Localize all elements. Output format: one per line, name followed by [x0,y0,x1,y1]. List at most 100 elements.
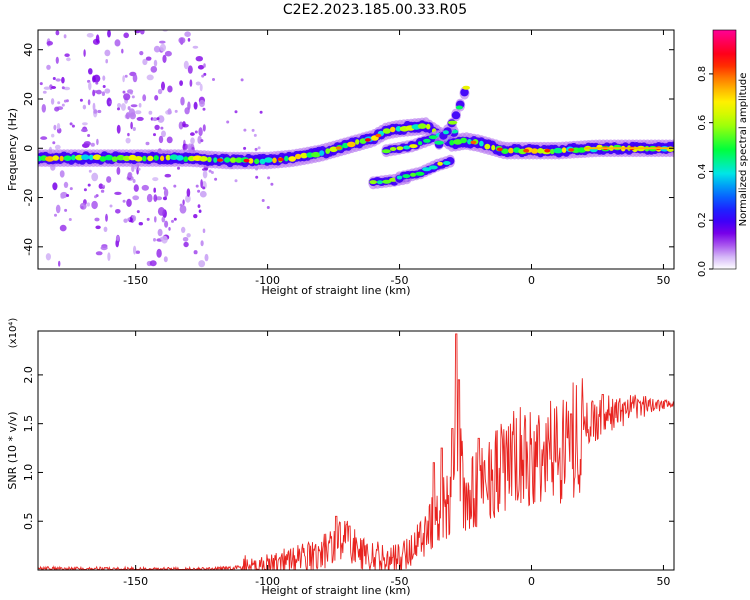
x-tick-label: -50 [391,274,409,287]
noise-speck [63,99,67,103]
y-tick-label: 1.0 [22,464,35,482]
noise-speck [234,179,238,183]
noise-speck [164,220,169,228]
noise-speck [131,95,135,99]
noise-speck [94,90,98,94]
main-trace-core [248,158,254,164]
main-trace-core [347,141,356,148]
main-trace-core [311,151,321,158]
noise-speck [202,107,206,111]
noise-speck [43,86,51,90]
noise-speck [102,85,106,88]
noise-speck [186,188,191,197]
noise-speck [71,124,75,128]
noise-speck [226,120,230,124]
noise-speck [191,147,195,150]
noise-speck [105,59,108,64]
colorbar-tick-label: 0.4 [697,163,708,179]
noise-speck [95,81,99,85]
trace-hotspot [544,148,551,153]
main-trace-core [531,148,539,154]
spectrogram-blobs [38,30,674,268]
y-tick-label: -20 [22,189,35,207]
colorbar-label: Normalized spectral amplitude [738,73,749,227]
noise-speck [200,139,204,143]
y-tick-label: 1.5 [22,415,35,433]
noise-speck [195,184,199,188]
noise-speck [161,130,166,138]
noise-speck [50,98,55,105]
noise-speck [150,66,158,73]
noise-speck [95,34,100,44]
x-tick-label: -150 [123,274,148,287]
noise-speck [96,138,99,146]
noise-speck [154,124,160,130]
x-tick-label: 50 [656,274,670,287]
x-tick-label: 0 [528,575,535,588]
noise-speck [253,133,257,137]
colorbar-tick-label: 0.6 [697,115,708,131]
noise-speck [199,83,203,92]
noise-speck [177,166,180,170]
noise-speck [55,78,61,82]
noise-speck [152,177,159,182]
noise-speck [100,245,108,251]
noise-speck [91,172,99,182]
noise-speck [109,204,113,208]
noise-speck [194,130,198,134]
noise-speck [80,206,84,209]
spectrogram-frame [37,29,675,270]
trace-hotspot [375,133,382,138]
noise-speck [199,99,205,108]
trace-hotspot [496,147,503,152]
main-trace-core [501,148,509,154]
noise-speck [179,80,184,86]
main-trace-core [453,139,463,145]
noise-speck [138,103,142,108]
noise-speck [83,141,91,146]
noise-speck [52,182,58,191]
x-axis-label: Height of straight line (km) [261,284,410,297]
noise-speck [123,93,131,101]
noise-speck [126,198,132,207]
noise-speck [87,99,91,106]
noise-speck [270,182,274,186]
noise-speck [61,76,65,84]
noise-speck [127,106,131,111]
noise-speck [153,238,156,242]
noise-speck [123,218,128,223]
noise-speck [261,199,265,202]
main-trace-core [92,154,102,160]
main-trace-core [63,155,72,161]
noise-speck [52,77,56,80]
noise-speck [66,194,70,197]
snr-frame [37,330,675,571]
noise-speck [139,51,144,56]
noise-speck [133,245,137,255]
noise-speck [197,65,205,70]
noise-speck [114,191,122,195]
spectrogram-panel: -150 -100 -50 0 50 -40 -20 0 20 40 Height of strai… [6,29,675,297]
noise-speck [183,60,189,70]
noise-speck [198,209,202,213]
noise-speck [193,214,198,219]
noise-speck [59,224,67,232]
noise-speck [180,96,185,106]
noise-speck [127,217,131,221]
noise-speck [105,213,108,222]
main-trace-core [147,155,154,162]
noise-speck [163,186,166,190]
noise-speck [185,143,189,150]
noise-speck [163,256,168,263]
noise-speck [157,88,163,95]
secondary-trace-0-core [423,138,431,143]
trace-hotspot [568,148,575,152]
noise-speck [197,189,201,193]
noise-speck [127,132,130,137]
noise-speck [159,43,166,52]
noise-speck [82,122,88,126]
noise-speck [117,107,120,111]
noise-speck [69,187,73,191]
noise-speck [135,250,140,254]
noise-speck [82,104,87,110]
